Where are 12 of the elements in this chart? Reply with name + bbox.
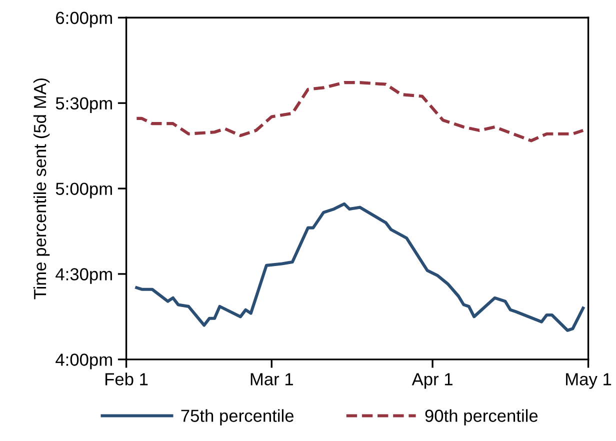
x-tick-label: May 1 — [566, 373, 612, 389]
legend-label: 75th percentile — [181, 409, 294, 426]
x-tick-label: Apr 1 — [412, 373, 452, 389]
legend-label: 90th percentile — [425, 409, 538, 426]
y-axis-title: Time percentile sent (5d MA) — [33, 78, 50, 300]
y-tick-label: 4:00pm — [56, 354, 112, 370]
x-tick-label: Mar 1 — [250, 373, 293, 386]
y-tick-label: 4:30pm — [56, 268, 112, 284]
y-tick-label: 5:00pm — [56, 182, 112, 198]
y-tick-label: 6:00pm — [56, 12, 112, 28]
y-tick-label: 5:30pm — [56, 97, 112, 113]
x-tick-label: Feb 1 — [106, 372, 148, 386]
